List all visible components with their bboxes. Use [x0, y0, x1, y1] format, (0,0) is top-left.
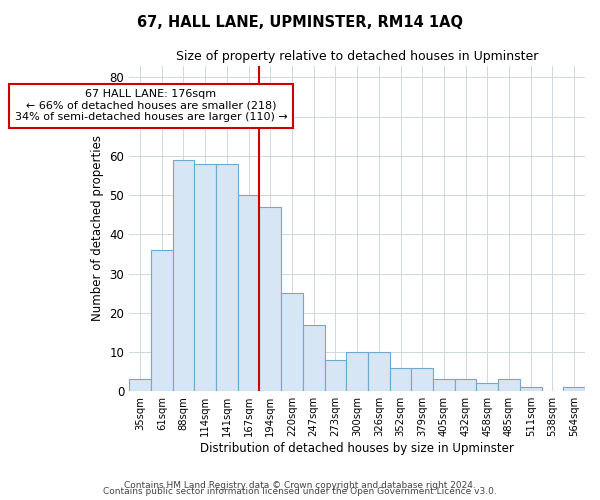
Bar [455, 380, 476, 391]
Text: Contains HM Land Registry data © Crown copyright and database right 2024.: Contains HM Land Registry data © Crown c… [124, 481, 476, 490]
X-axis label: Distribution of detached houses by size in Upminster: Distribution of detached houses by size … [200, 442, 514, 455]
Bar [476, 384, 498, 391]
Y-axis label: Number of detached properties: Number of detached properties [91, 136, 104, 322]
Bar [281, 293, 303, 391]
Bar [259, 207, 281, 391]
Text: 67, HALL LANE, UPMINSTER, RM14 1AQ: 67, HALL LANE, UPMINSTER, RM14 1AQ [137, 15, 463, 30]
Text: Contains public sector information licensed under the Open Government Licence v3: Contains public sector information licen… [103, 487, 497, 496]
Title: Size of property relative to detached houses in Upminster: Size of property relative to detached ho… [176, 50, 538, 63]
Bar [563, 388, 585, 391]
Bar [389, 368, 412, 391]
Bar [325, 360, 346, 391]
Bar [368, 352, 389, 391]
Bar [194, 164, 216, 391]
Bar [433, 380, 455, 391]
Bar [412, 368, 433, 391]
Bar [303, 324, 325, 391]
Bar [216, 164, 238, 391]
Bar [173, 160, 194, 391]
Bar [129, 380, 151, 391]
Bar [498, 380, 520, 391]
Bar [520, 388, 542, 391]
Text: 67 HALL LANE: 176sqm
← 66% of detached houses are smaller (218)
34% of semi-deta: 67 HALL LANE: 176sqm ← 66% of detached h… [14, 89, 287, 122]
Bar [346, 352, 368, 391]
Bar [151, 250, 173, 391]
Bar [238, 195, 259, 391]
